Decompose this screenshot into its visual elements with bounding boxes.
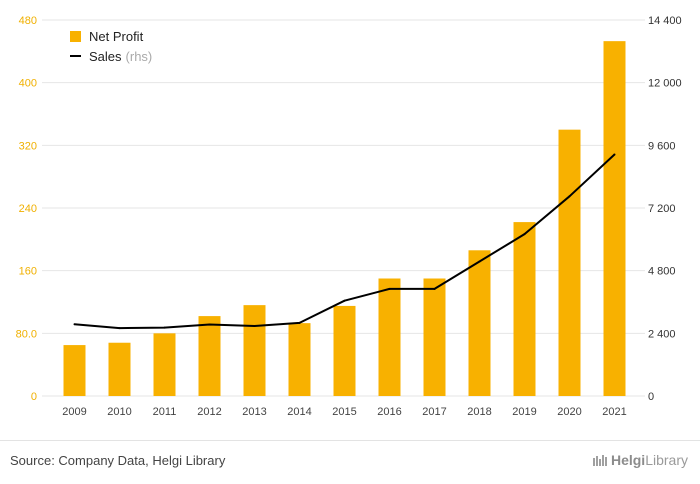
legend-swatch-sales [70,55,81,57]
sales-point-2016 [388,287,391,290]
brand-suffix: Library [645,452,688,468]
right-tick-label: 2 400 [648,328,676,340]
left-tick-label: 0 [31,391,37,403]
x-tick-label: 2011 [153,406,177,418]
legend-note-rhs: (rhs) [125,48,153,64]
bar-net-profit-2017 [423,278,446,396]
sales-point-2020 [568,195,571,198]
sales-point-2018 [478,260,481,263]
x-tick-label: 2019 [512,406,536,418]
bar-net-profit-2019 [513,222,536,396]
bar-net-profit-2021 [603,41,626,397]
left-tick-label: 320 [19,140,37,152]
bar-net-profit-2015 [333,305,356,396]
x-axis-ticks: 2009 2010 2011 2012 2013 2014 2015 2016 2017 2018… [62,406,626,418]
x-tick-label: 2015 [332,406,356,418]
source-text: Source: Company Data, Helgi Library [10,453,226,468]
left-tick-label: 480 [19,15,37,27]
bar-net-profit-2012 [198,316,221,396]
bar-net-profit-2009 [63,345,86,396]
right-tick-label: 0 [648,391,654,403]
sales-point-2019 [523,233,526,236]
x-tick-label: 2016 [377,406,401,418]
legend-item-net-profit: Net Profit [70,26,152,46]
left-tick-label: 400 [19,78,37,90]
legend-swatch-net-profit [70,30,81,42]
combo-chart: 0 80.0 160 240 320 400 480 0 2 400 4 800 7 200 9 6… [16,15,682,418]
net-profit-bars [63,41,626,397]
right-tick-label: 14 400 [648,15,682,27]
library-icon [592,455,607,466]
x-tick-label: 2017 [422,406,446,418]
sales-point-2017 [433,287,436,290]
x-tick-label: 2020 [557,406,581,418]
sales-point-2015 [343,299,346,302]
left-tick-label: 160 [19,266,37,278]
bar-net-profit-2010 [108,342,131,396]
bar-net-profit-2013 [243,305,266,396]
x-tick-label: 2009 [62,406,86,418]
bar-net-profit-2011 [153,333,176,396]
right-tick-label: 7 200 [648,203,676,215]
sales-point-2012 [208,323,211,326]
x-tick-label: 2021 [602,406,626,418]
x-tick-label: 2014 [287,406,311,418]
bar-net-profit-2018 [468,250,491,396]
sales-point-2011 [163,326,166,329]
x-tick-label: 2018 [467,406,491,418]
bar-net-profit-2014 [288,323,311,396]
brand-prefix: Helgi [610,452,646,468]
gridlines [42,19,645,397]
x-tick-label: 2012 [197,406,221,418]
left-axis-ticks: 0 80.0 160 240 320 400 480 [16,15,37,403]
sales-point-2010 [118,327,121,330]
helgi-library-logo[interactable]: HelgiLibrary [592,452,688,468]
sales-point-2014 [298,321,301,324]
x-tick-label: 2010 [107,406,131,418]
left-tick-label: 240 [19,203,37,215]
left-tick-label: 80.0 [16,328,37,340]
legend: Net Profit Sales (rhs) [70,26,152,66]
sales-line-series [73,153,616,330]
footer: Source: Company Data, Helgi Library Helg… [0,440,700,484]
bar-net-profit-2020 [558,129,581,396]
right-axis-ticks: 0 2 400 4 800 7 200 9 600 12 000 14 400 [648,15,682,403]
legend-item-sales: Sales (rhs) [70,46,152,66]
right-tick-label: 4 800 [648,266,676,278]
legend-label-net-profit: Net Profit [89,28,144,44]
x-tick-label: 2013 [242,406,266,418]
bar-net-profit-2016 [378,278,401,396]
legend-label-sales: Sales [89,48,122,64]
sales-point-2021 [613,153,616,156]
sales-point-2009 [73,323,76,326]
sales-point-2013 [253,325,256,328]
right-tick-label: 9 600 [648,140,676,152]
right-tick-label: 12 000 [648,78,682,90]
